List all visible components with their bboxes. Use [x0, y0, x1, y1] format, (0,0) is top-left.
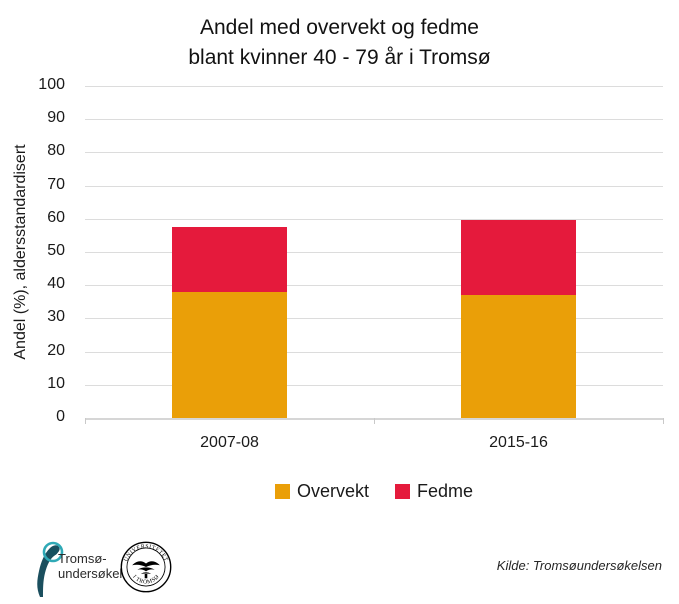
legend: Overvekt Fedme — [85, 481, 663, 502]
x-category-label: 2007-08 — [200, 434, 259, 451]
gridline — [85, 252, 663, 253]
university-of-tromso-seal-icon: UNIVERSITETET I TROMSØ — [120, 541, 172, 593]
y-tick-label: 80 — [47, 142, 65, 160]
bar-segment-overvekt-2007-08 — [172, 291, 287, 418]
y-tick-label: 50 — [47, 242, 65, 259]
gridline — [85, 318, 663, 320]
gridline — [85, 351, 663, 353]
x-axis-tick — [663, 418, 664, 424]
y-tick-label: 60 — [47, 208, 65, 226]
bar-segment-overvekt-2015-16 — [461, 295, 576, 418]
gridline — [85, 218, 663, 220]
y-tick-label: 20 — [47, 341, 65, 359]
tromso-study-logo-icon — [37, 541, 64, 597]
gridline — [85, 86, 663, 87]
source-note: Kilde: Tromsøundersøkelsen — [496, 558, 662, 573]
y-tick-label: 40 — [47, 275, 65, 293]
gridline — [85, 119, 663, 121]
legend-item-fedme: Fedme — [395, 481, 473, 502]
bar-segment-fedme-2015-16 — [461, 220, 576, 296]
gridline — [85, 185, 663, 187]
bar-segment-fedme-2007-08 — [172, 227, 287, 292]
y-tick-label: 70 — [47, 175, 65, 193]
legend-label-fedme: Fedme — [417, 481, 474, 501]
svg-text:I TROMSØ: I TROMSØ — [131, 574, 161, 585]
legend-item-overvekt: Overvekt — [274, 481, 369, 502]
y-tick-label: 0 — [56, 408, 65, 425]
x-category-label: 2015-16 — [489, 434, 548, 451]
legend-swatch-overvekt — [274, 484, 290, 499]
x-axis-line — [85, 418, 663, 420]
legend-label-overvekt: Overvekt — [296, 481, 369, 501]
legend-swatch-fedme — [395, 484, 410, 499]
logo-text-line1: Tromsø- — [58, 551, 107, 566]
gridline — [85, 384, 663, 386]
x-axis-tick — [374, 418, 375, 424]
y-tick-label: 30 — [47, 308, 65, 326]
y-tick-label: 90 — [47, 109, 65, 127]
y-tick-label: 10 — [47, 374, 65, 392]
gridline — [85, 285, 663, 287]
y-tick-label: 100 — [38, 76, 65, 93]
chart-title-line1: Andel med overvekt og fedme — [200, 16, 479, 39]
chart-title: Andel med overvekt og fedme blant kvinne… — [0, 13, 679, 73]
chart-title-line2: blant kvinner 40 - 79 år i Tromsø — [188, 46, 491, 69]
x-axis-tick — [85, 418, 86, 424]
y-axis-title: Andel (%), aldersstandardisert — [12, 144, 29, 360]
gridline — [85, 152, 663, 154]
